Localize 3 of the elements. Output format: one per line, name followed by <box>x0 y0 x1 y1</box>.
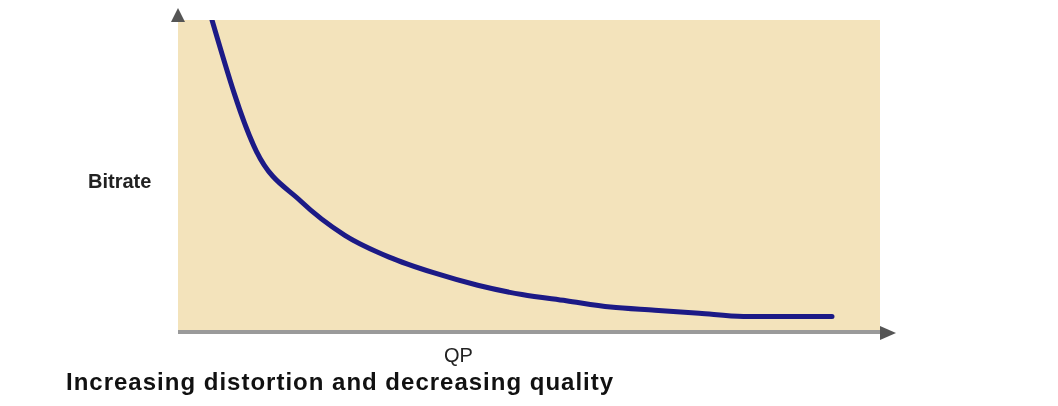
y-axis-title: Bitrate <box>88 170 152 193</box>
x-axis-title: QP <box>444 344 473 367</box>
text: Increasing distortion and decreasing quality <box>66 368 615 396</box>
